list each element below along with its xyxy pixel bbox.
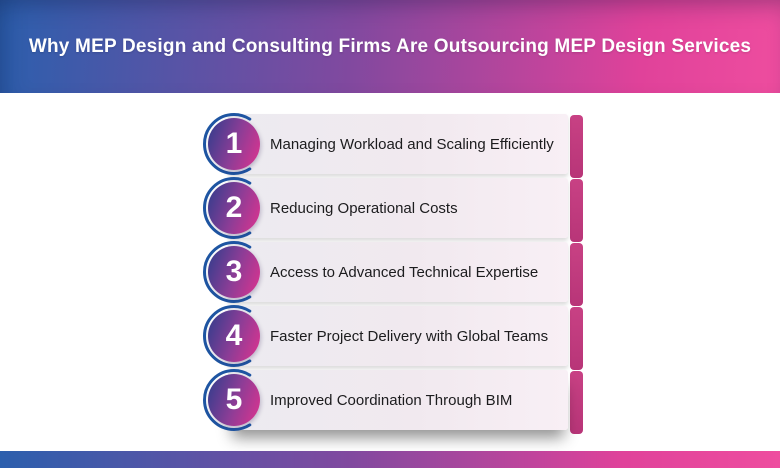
list-item: Improved Coordination Through BIM 5 — [203, 369, 585, 434]
item-badge: 1 — [203, 113, 267, 175]
item-bar: Faster Project Delivery with Global Team… — [228, 306, 568, 366]
item-bar: Improved Coordination Through BIM — [228, 370, 568, 430]
item-label: Access to Advanced Technical Expertise — [270, 263, 539, 281]
badge-ring-icon — [203, 113, 265, 175]
badge-ring-icon — [203, 305, 265, 367]
item-badge: 4 — [203, 305, 267, 367]
list-item: Managing Workload and Scaling Efficientl… — [203, 113, 585, 178]
page-title: Why MEP Design and Consulting Firms Are … — [28, 35, 752, 57]
item-label: Managing Workload and Scaling Efficientl… — [270, 135, 554, 153]
item-bar: Access to Advanced Technical Expertise — [228, 242, 568, 302]
badge-ring-icon — [203, 241, 265, 303]
item-number: 5 — [225, 383, 243, 416]
list-item: Access to Advanced Technical Expertise 3 — [203, 241, 585, 306]
item-number: 4 — [225, 319, 243, 352]
list-item: Reducing Operational Costs 2 — [203, 177, 585, 242]
item-number: 2 — [225, 191, 243, 224]
badge-ring-icon — [203, 369, 265, 431]
header-banner: Why MEP Design and Consulting Firms Are … — [0, 0, 780, 93]
item-badge: 3 — [203, 241, 267, 303]
outsourcing-reasons-list: Managing Workload and Scaling Efficientl… — [203, 113, 585, 434]
list-item: Faster Project Delivery with Global Team… — [203, 305, 585, 370]
bar-end-cap — [570, 179, 583, 242]
badge-circle: 1 — [208, 118, 260, 170]
badge-circle: 3 — [208, 246, 260, 298]
badge-circle: 2 — [208, 182, 260, 234]
badge-circle: 4 — [208, 310, 260, 362]
item-bar: Managing Workload and Scaling Efficientl… — [228, 114, 568, 174]
item-number: 3 — [225, 255, 243, 288]
item-label: Improved Coordination Through BIM — [270, 391, 513, 409]
bar-end-cap — [570, 371, 583, 434]
item-badge: 5 — [203, 369, 267, 431]
bar-end-cap — [570, 243, 583, 306]
badge-ring-icon — [203, 177, 265, 239]
footer-gradient-bar — [0, 451, 780, 468]
item-bar: Reducing Operational Costs — [228, 178, 568, 238]
bar-end-cap — [570, 115, 583, 178]
badge-circle: 5 — [208, 374, 260, 426]
bar-end-cap — [570, 307, 583, 370]
item-badge: 2 — [203, 177, 267, 239]
item-number: 1 — [225, 127, 243, 160]
item-label: Faster Project Delivery with Global Team… — [270, 327, 549, 345]
item-label: Reducing Operational Costs — [270, 199, 458, 217]
